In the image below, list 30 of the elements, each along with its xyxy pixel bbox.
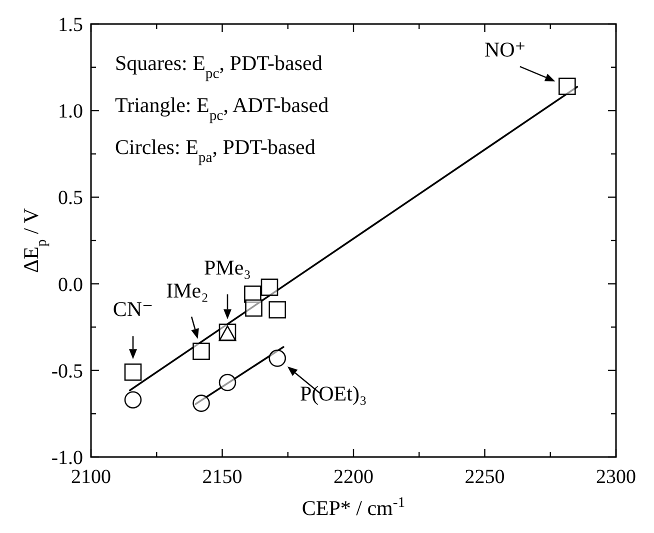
point: [192, 342, 210, 360]
point: [260, 278, 278, 296]
x-tick-label: 2250: [464, 466, 505, 488]
annotation: Triangle: E$_{pc}$, ADT-based: [115, 93, 330, 124]
y-tick-label: 1.5: [58, 14, 83, 36]
y-tick-label: -0.5: [51, 360, 83, 382]
y-tick-label: 1.0: [58, 100, 83, 123]
y-tick-label: -1.0: [51, 447, 83, 469]
point: [245, 299, 262, 317]
annotation: CN⁻: [112, 297, 154, 322]
y-tick-label: 0.5: [58, 187, 83, 210]
point: [192, 394, 210, 412]
x-tick-label: 2200: [334, 466, 374, 488]
x-tick-label: 2300: [596, 466, 636, 488]
x-tick-label: 2150: [202, 466, 242, 488]
x-axis-title: CEP* / cm$^{-1}$: [302, 495, 406, 520]
annotation: PMe₃: [204, 255, 251, 280]
annotation: IMe₂: [166, 278, 208, 302]
point: [218, 374, 236, 392]
x-tick-label: 2100: [71, 466, 111, 488]
point: [124, 391, 142, 408]
point: [124, 363, 142, 381]
annotation: Squares: E$_{pc}$, PDT-based: [115, 51, 323, 82]
annotation: P(OEt)₃: [300, 381, 367, 406]
point: [268, 350, 286, 367]
point: [268, 301, 286, 318]
y-tick-label: 0.0: [58, 274, 83, 296]
annotation: NO⁺: [484, 37, 526, 62]
annotation: Circles: E$_{pa}$, PDT-based: [115, 135, 316, 166]
point: [558, 78, 576, 95]
